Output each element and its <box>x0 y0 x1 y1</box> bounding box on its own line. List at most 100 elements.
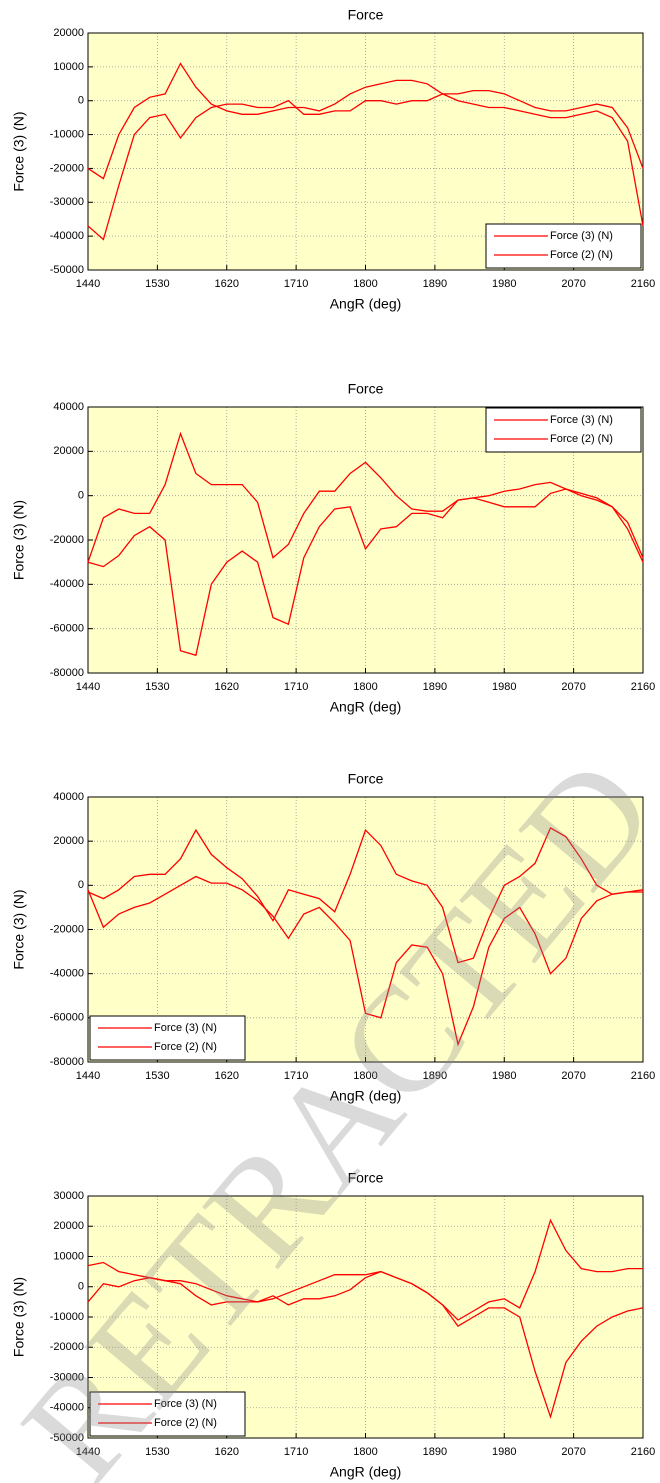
plot-frame <box>87 796 644 1063</box>
y-tick-label: 40000 <box>53 401 84 413</box>
plot-frame <box>87 32 644 271</box>
legend-box <box>89 1015 246 1061</box>
chart: -50000 -40000 -30000 -20000 -10000 0 10000 2000… <box>11 7 656 312</box>
series-line <box>87 62 644 227</box>
legend-box <box>485 223 642 269</box>
x-tick-label: 1890 <box>423 1446 447 1458</box>
series-line <box>87 826 644 964</box>
legend-label: Force (3) (N) <box>154 1398 217 1410</box>
x-tick-label: 1800 <box>353 278 377 290</box>
x-tick-label: 1620 <box>215 1446 239 1458</box>
y-tick-label: -40000 <box>50 230 84 242</box>
y-tick-label: -20000 <box>50 162 84 174</box>
x-tick-label: 1530 <box>145 681 169 693</box>
y-tick-label: 20000 <box>53 1220 84 1232</box>
y-tick-label: -40000 <box>50 578 84 590</box>
plot-frame <box>87 406 644 674</box>
y-tick-label: -30000 <box>50 1371 84 1383</box>
chart-title: Force <box>348 381 384 397</box>
plot-frame <box>87 1195 644 1439</box>
chart-title: Force <box>348 7 384 23</box>
x-tick-label: 1890 <box>423 278 447 290</box>
y-tick-label: -30000 <box>50 196 84 208</box>
y-tick-label: 40000 <box>53 791 84 803</box>
x-tick-label: 1530 <box>145 1070 169 1082</box>
y-tick-label: -60000 <box>50 1012 84 1024</box>
y-tick-label: -50000 <box>50 1432 84 1444</box>
x-tick-label: 1800 <box>353 1446 377 1458</box>
series-line <box>87 875 643 1047</box>
legend-label: Force (2) (N) <box>154 1417 217 1429</box>
x-tick-label: 1620 <box>215 681 239 693</box>
x-tick-label: 1890 <box>423 1070 447 1082</box>
x-tick-label: 2160 <box>631 1070 655 1082</box>
y-tick-label: -20000 <box>50 1341 84 1353</box>
y-tick-label: 20000 <box>53 27 84 39</box>
y-tick-label: -20000 <box>50 534 84 546</box>
y-axis-title: Force (3) (N) <box>11 1277 27 1357</box>
chart-title: Force <box>348 771 384 787</box>
x-tick-label: 1440 <box>76 1070 100 1082</box>
x-axis-title: AngR (deg) <box>330 1088 402 1104</box>
y-axis-title: Force (3) (N) <box>11 889 27 969</box>
x-tick-label: 2070 <box>561 278 585 290</box>
series-line <box>87 1218 643 1321</box>
series-line <box>87 1270 644 1419</box>
x-tick-label: 1800 <box>353 1070 377 1082</box>
x-tick-label: 1890 <box>423 681 447 693</box>
y-tick-label: 30000 <box>53 1190 84 1202</box>
legend-label: Force (2) (N) <box>154 1041 217 1053</box>
y-tick-label: 10000 <box>53 61 84 73</box>
x-tick-label: 1440 <box>76 681 100 693</box>
y-tick-label: 0 <box>78 95 84 107</box>
x-axis-title: AngR (deg) <box>330 296 402 312</box>
x-tick-label: 2160 <box>631 1446 655 1458</box>
x-tick-label: 1620 <box>215 278 239 290</box>
y-axis-title: Force (3) (N) <box>11 500 27 580</box>
x-tick-label: 1710 <box>284 681 308 693</box>
x-tick-label: 1800 <box>353 681 377 693</box>
x-tick-label: 1980 <box>492 1070 516 1082</box>
y-tick-label: 20000 <box>53 445 84 457</box>
x-tick-label: 2070 <box>561 681 585 693</box>
x-axis-title: AngR (deg) <box>330 1464 402 1480</box>
y-tick-label: 0 <box>78 490 84 502</box>
chart: -80000 -60000 -40000 -20000 0 20000 40000 1440 1… <box>11 771 656 1104</box>
x-tick-label: 1710 <box>284 1446 308 1458</box>
y-tick-label: -40000 <box>50 1402 84 1414</box>
y-tick-label: -60000 <box>50 623 84 635</box>
legend-label: Force (3) (N) <box>154 1022 217 1034</box>
x-tick-label: 2070 <box>561 1446 585 1458</box>
x-tick-label: 1980 <box>492 278 516 290</box>
y-tick-label: -40000 <box>50 968 84 980</box>
x-tick-label: 2160 <box>631 681 655 693</box>
x-tick-label: 1530 <box>145 1446 169 1458</box>
legend-box <box>485 407 642 453</box>
x-tick-label: 1710 <box>284 278 308 290</box>
series-line <box>87 488 644 657</box>
x-tick-label: 1440 <box>76 278 100 290</box>
chart-title: Force <box>348 1170 384 1186</box>
x-tick-label: 1530 <box>145 278 169 290</box>
y-tick-label: -80000 <box>50 1056 84 1068</box>
y-tick-label: 20000 <box>53 835 84 847</box>
legend-label: Force (2) (N) <box>550 249 613 261</box>
legend-label: Force (3) (N) <box>550 414 613 426</box>
y-tick-label: -10000 <box>50 1311 84 1323</box>
legend-label: Force (2) (N) <box>550 433 613 445</box>
x-tick-label: 1980 <box>492 1446 516 1458</box>
chart: -80000 -60000 -40000 -20000 0 20000 40000 1440 1… <box>11 381 656 715</box>
x-tick-label: 1980 <box>492 681 516 693</box>
x-axis-title: AngR (deg) <box>330 699 402 715</box>
y-tick-label: -80000 <box>50 667 84 679</box>
series-line <box>87 431 644 563</box>
y-tick-label: 10000 <box>53 1250 84 1262</box>
legend-label: Force (3) (N) <box>550 230 613 242</box>
x-tick-label: 1710 <box>284 1070 308 1082</box>
y-tick-label: -20000 <box>50 923 84 935</box>
y-tick-label: -10000 <box>50 128 84 140</box>
chart: -50000 -40000 -30000 -20000 -10000 0 10000 2000… <box>11 1170 656 1480</box>
x-tick-label: 1440 <box>76 1446 100 1458</box>
legend-box <box>89 1391 246 1437</box>
